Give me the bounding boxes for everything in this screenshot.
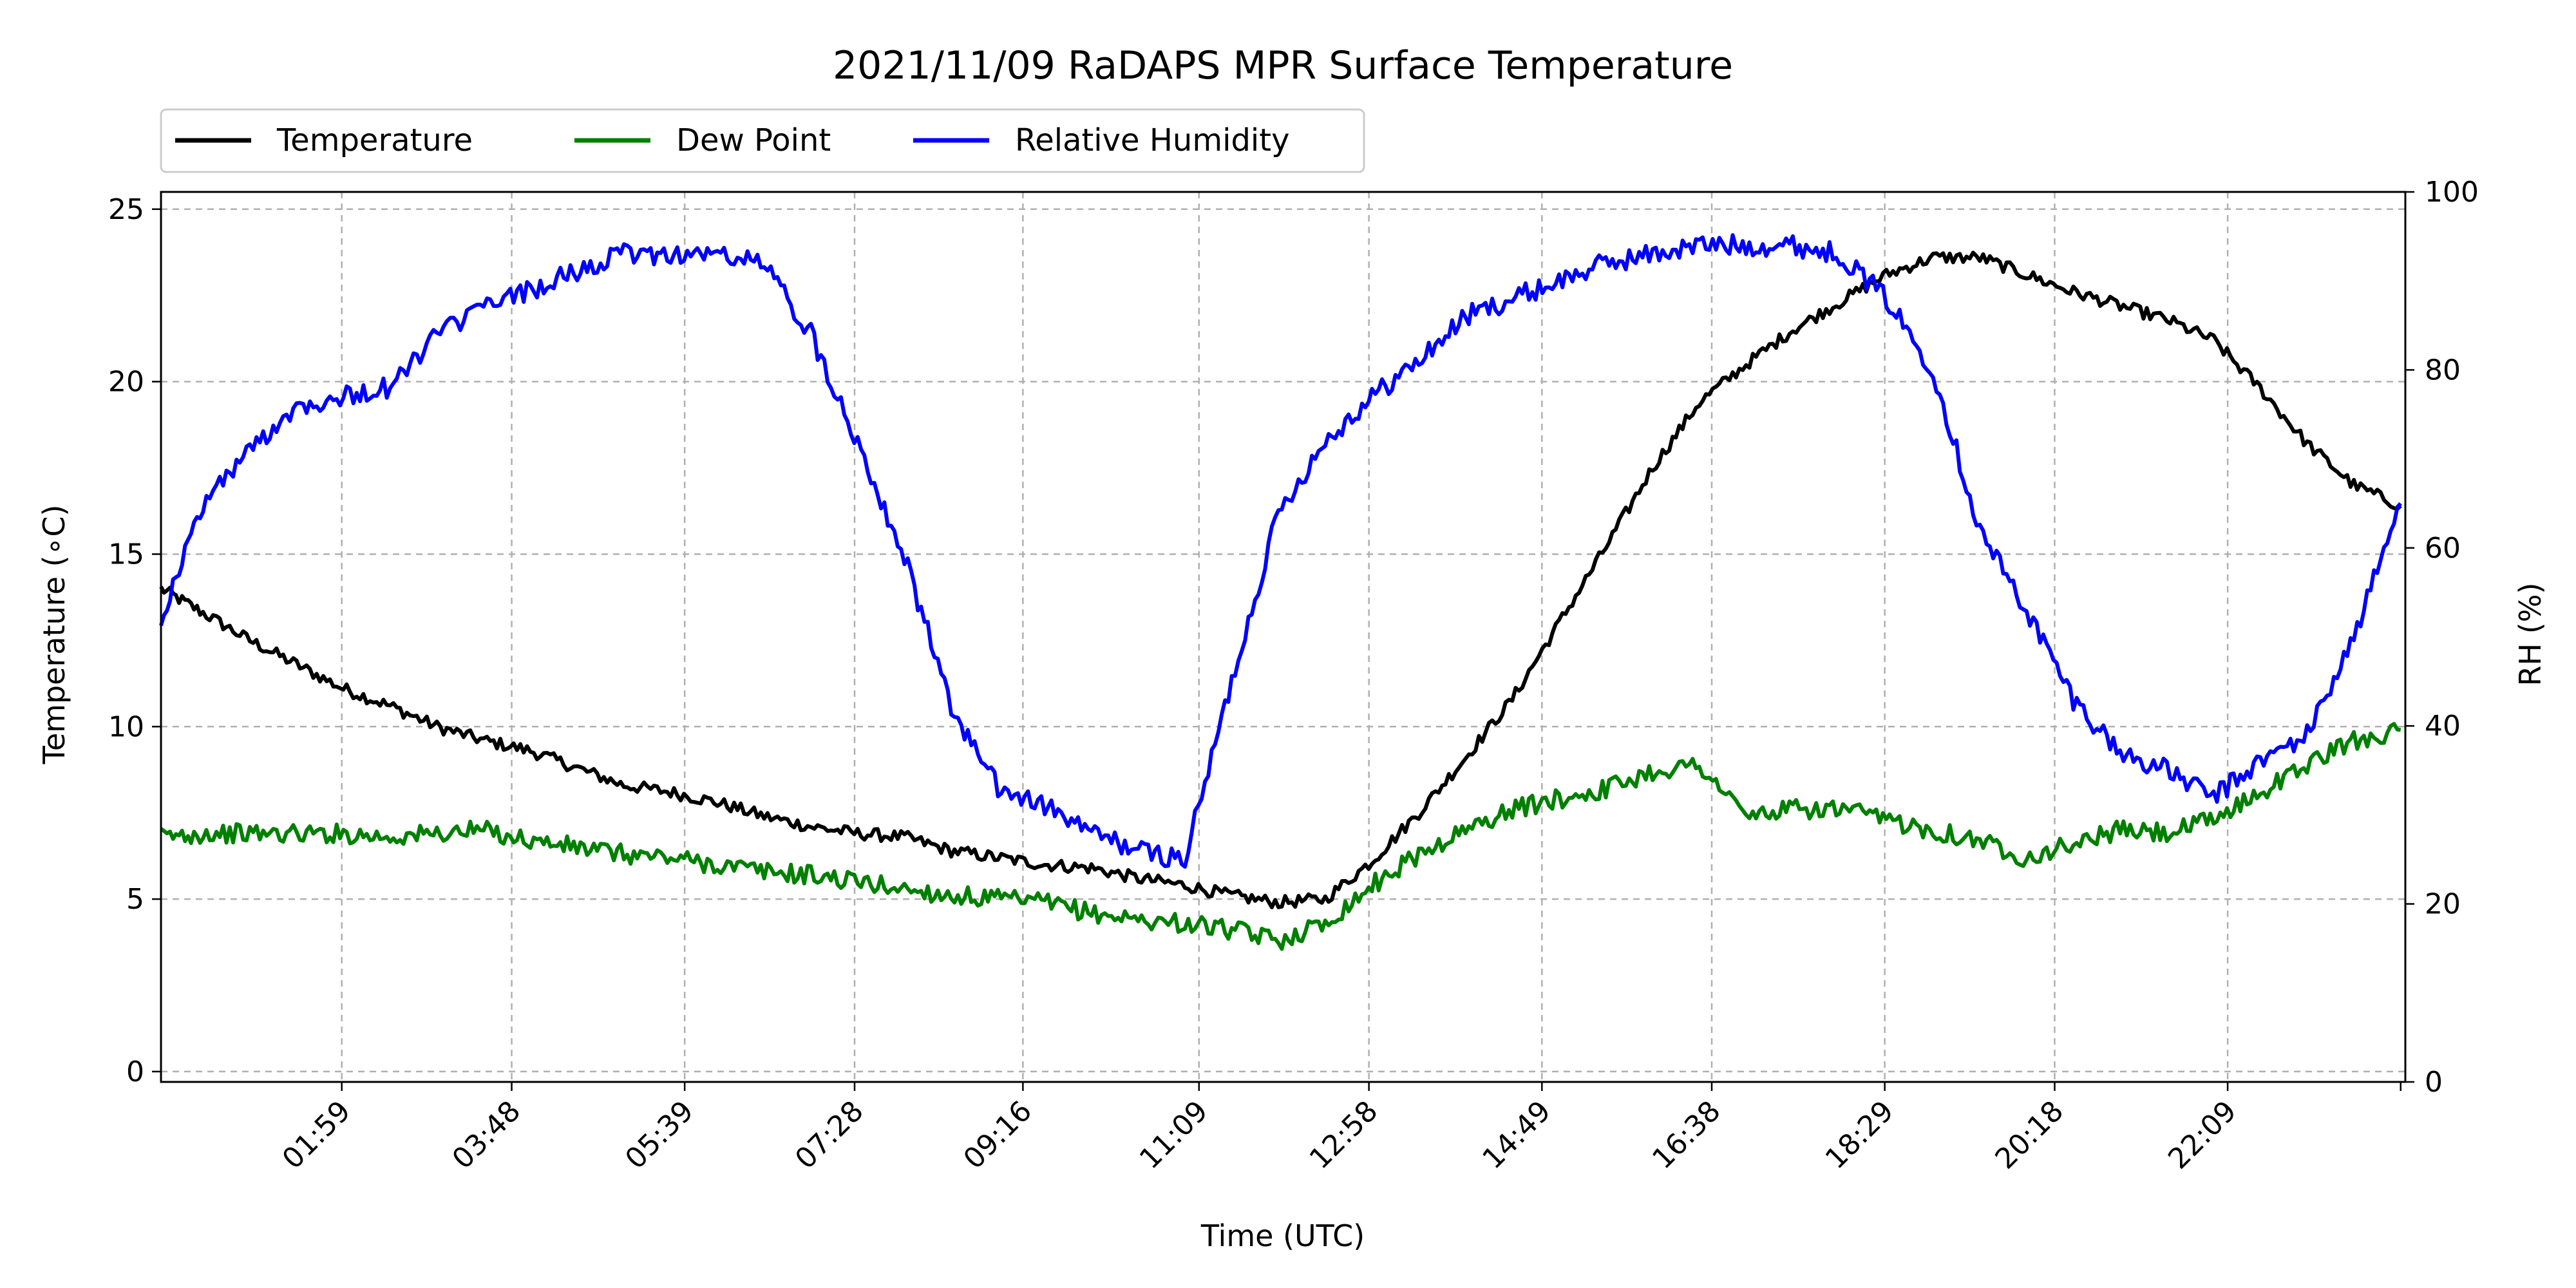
- series-line-relative-humidity: [159, 233, 2402, 869]
- x-tick-label: 22:09: [2162, 1095, 2243, 1176]
- chart-title: 2021/11/09 RaDAPS MPR Surface Temperatur…: [833, 43, 1733, 88]
- x-axis: 01:59 03:48 05:39 07:28 09:16 11:09 12:58 14:49…: [276, 1082, 2401, 1175]
- series-line-dew-point: [160, 722, 2401, 951]
- x-axis-title: Time (UTC): [1200, 1218, 1365, 1253]
- y2-tick-label: 0: [2425, 1066, 2443, 1099]
- y-tick-label: 10: [108, 710, 144, 743]
- y2-tick-label: 100: [2425, 176, 2479, 209]
- legend-label: Relative Humidity: [1015, 122, 1289, 158]
- y-tick-label: 25: [108, 193, 144, 226]
- y-axis-title: Temperature (∘C): [37, 505, 71, 765]
- legend-label: Temperature: [276, 122, 473, 158]
- y2-tick-label: 60: [2425, 532, 2461, 565]
- x-tick-label: 16:38: [1646, 1095, 1727, 1176]
- legend-box: [160, 108, 1365, 173]
- series-line-temperature: [159, 251, 2402, 909]
- x-tick-label: 03:48: [446, 1095, 527, 1176]
- x-tick-label: 18:29: [1819, 1095, 1900, 1176]
- y-tick-label: 20: [108, 366, 144, 399]
- x-tick-label: 09:16: [957, 1095, 1038, 1176]
- plot-frame: [160, 191, 2407, 1083]
- x-tick-label: 05:39: [619, 1095, 700, 1176]
- x-tick-label: 11:09: [1133, 1095, 1215, 1176]
- y-axis-right: 0 20 40 60 80 100: [2405, 176, 2479, 1099]
- y2-tick-label: 80: [2425, 354, 2461, 386]
- y-axis-left: 0 5 10 15 20 25: [108, 193, 161, 1088]
- legend: Temperature Dew Point Relative Humidity: [160, 108, 1365, 173]
- y2-tick-label: 40: [2425, 710, 2461, 743]
- x-tick-label: 12:58: [1303, 1095, 1385, 1176]
- x-tick-label: 14:49: [1476, 1095, 1557, 1176]
- grid-lines: [161, 192, 2405, 1082]
- legend-label: Dew Point: [676, 122, 831, 158]
- y-tick-label: 0: [126, 1056, 144, 1088]
- y2-tick-label: 20: [2425, 888, 2461, 921]
- y-tick-label: 5: [126, 883, 144, 916]
- series-lines: [159, 233, 2402, 951]
- x-tick-label: 07:28: [789, 1095, 870, 1176]
- x-tick-label: 20:18: [1989, 1095, 2070, 1176]
- y-tick-label: 15: [108, 538, 144, 571]
- y2-axis-title: RH (%): [2513, 583, 2548, 687]
- x-tick-label: 01:59: [276, 1095, 357, 1176]
